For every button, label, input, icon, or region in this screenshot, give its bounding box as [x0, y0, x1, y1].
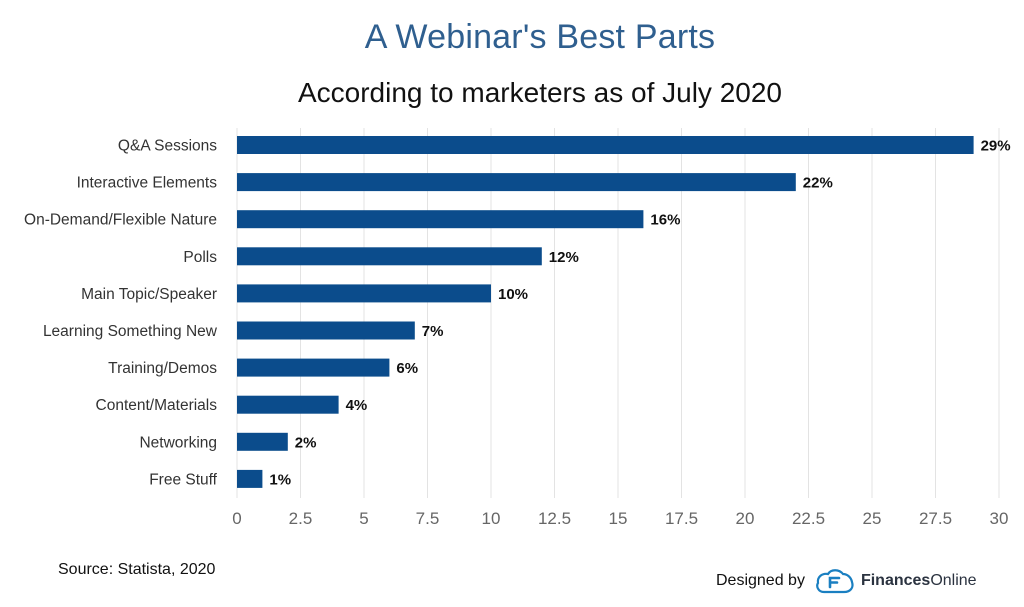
data-label: 7%: [422, 323, 444, 340]
chart-title: A Webinar's Best Parts: [364, 18, 716, 56]
data-label: 22%: [803, 175, 833, 192]
category-label: Interactive Elements: [77, 175, 218, 192]
data-label: 29%: [981, 138, 1011, 155]
x-tick-label: 5: [359, 509, 368, 528]
chart-subtitle: According to marketers as of July 2020: [297, 77, 782, 108]
x-tick-label: 0: [232, 509, 241, 528]
x-tick-label: 7.5: [416, 509, 440, 528]
data-label: 1%: [269, 471, 291, 488]
designed-by-credit: Designed by FinancesOnline: [716, 566, 977, 596]
brand-name: FinancesOnline: [861, 572, 977, 590]
category-label: Training/Demos: [108, 360, 217, 377]
data-label: 16%: [650, 212, 680, 229]
bar: [237, 469, 263, 488]
x-tick-label: 22.5: [792, 509, 825, 528]
source-note: Source: Statista, 2020: [58, 561, 216, 578]
bar: [237, 247, 542, 266]
x-tick-label: 17.5: [665, 509, 698, 528]
bar: [237, 395, 339, 414]
data-label: 12%: [549, 249, 579, 266]
data-label: 4%: [346, 397, 368, 414]
bar-chart: 0 2.5 5 7.5 10 12.5 15 17.5 20 22.5 25 27.5 30 Q&A Se…: [24, 128, 1011, 528]
category-label: Networking: [139, 434, 217, 451]
bar: [237, 136, 974, 154]
bar: [237, 432, 288, 451]
category-label: Learning Something New: [43, 323, 218, 340]
data-label: 10%: [498, 286, 528, 303]
x-tick-label: 12.5: [538, 509, 571, 528]
designed-by-label: Designed by: [716, 572, 805, 589]
bar: [237, 321, 415, 340]
bar: [237, 358, 390, 377]
data-label: 2%: [295, 434, 317, 451]
bar: [237, 284, 491, 303]
x-tick-label: 20: [736, 509, 755, 528]
category-label: Polls: [183, 249, 217, 266]
brand-name-regular: Online: [930, 572, 977, 589]
category-label: On-Demand/Flexible Nature: [24, 212, 217, 229]
x-tick-label: 30: [990, 509, 1009, 528]
category-label: Main Topic/Speaker: [81, 286, 217, 303]
x-tick-label: 10: [482, 509, 501, 528]
category-label: Free Stuff: [149, 471, 217, 488]
x-tick-label: 2.5: [289, 509, 313, 528]
bar: [237, 173, 796, 192]
bar: [237, 210, 644, 229]
x-tick-label: 15: [609, 509, 628, 528]
brand-name-bold: Finances: [860, 572, 931, 589]
financesonline-logo-icon: [816, 569, 854, 594]
category-label: Q&A Sessions: [118, 138, 217, 155]
category-label: Content/Materials: [96, 397, 218, 414]
data-label: 6%: [396, 360, 418, 377]
x-tick-label: 25: [863, 509, 882, 528]
x-tick-label: 27.5: [919, 509, 952, 528]
